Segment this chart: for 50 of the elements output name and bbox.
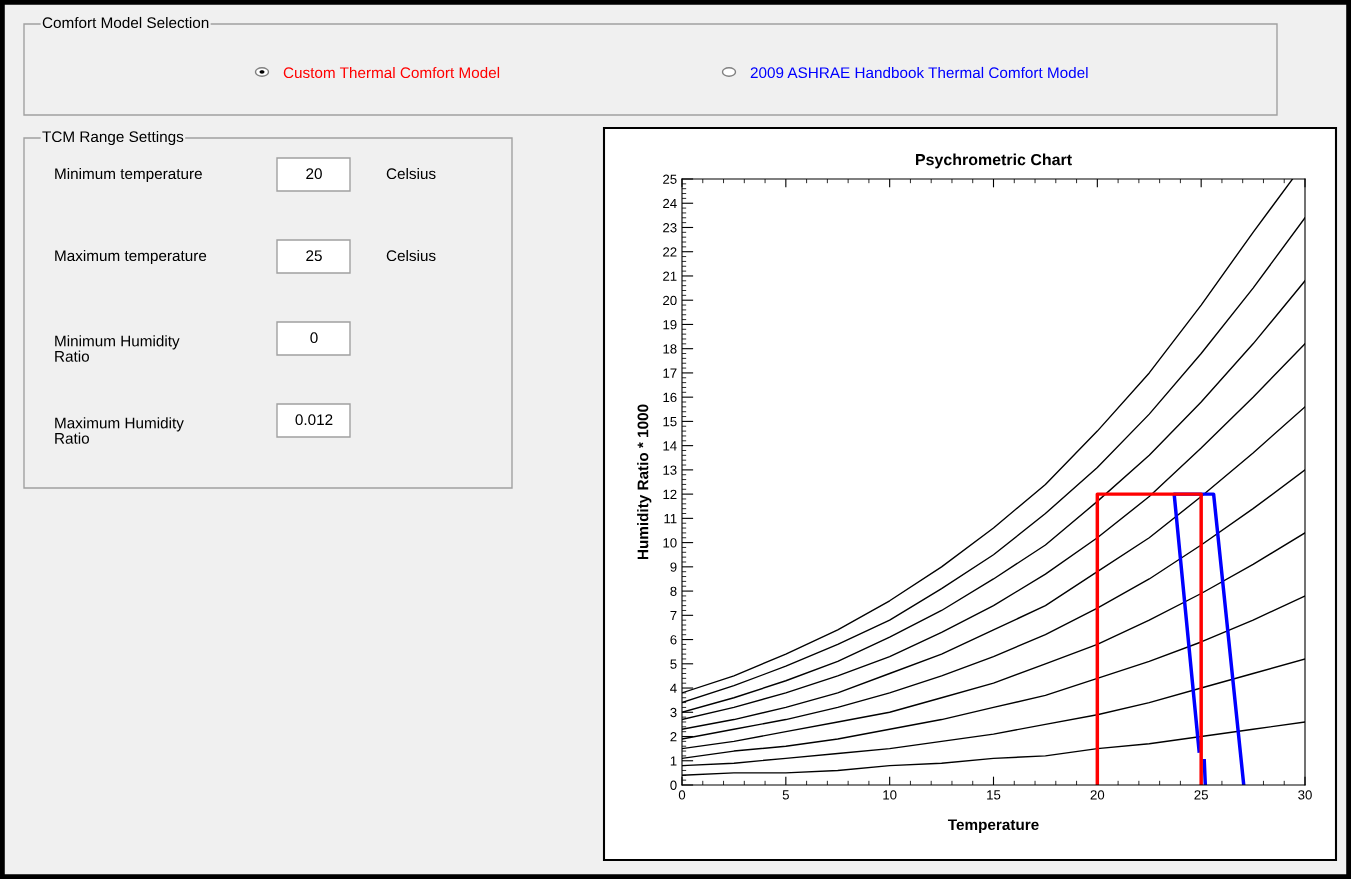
- y-tick-label: 3: [670, 707, 677, 718]
- y-tick-label: 16: [663, 392, 677, 403]
- y-tick-label: 22: [663, 247, 677, 257]
- text: 0.012: [295, 414, 333, 426]
- y-tick-label: 17: [663, 368, 677, 378]
- y-tick-label: 20: [663, 295, 677, 306]
- x-tick-label: 10: [883, 790, 897, 800]
- x-tick-label: 25: [1194, 790, 1208, 800]
- y-tick-label: 21: [663, 271, 677, 281]
- y-tick-label: 15: [663, 417, 677, 427]
- text: Custom Thermal Comfort Model: [283, 66, 500, 79]
- y-tick-label: 5: [670, 659, 677, 669]
- chart-title: Psychrometric Chart: [916, 153, 1072, 169]
- y-tick-label: 14: [663, 441, 677, 451]
- y-tick-label: 2: [670, 732, 677, 742]
- text: Minimum Humidity Ratio: [55, 335, 180, 362]
- y-tick-label: 0: [670, 780, 677, 790]
- y-axis-title: Humidity Ratio * 1000: [637, 404, 652, 560]
- x-tick-label: 15: [987, 790, 1001, 800]
- y-tick-label: 12: [663, 489, 677, 499]
- text: TCM Range Settings: [42, 130, 184, 146]
- y-tick-label: 25: [663, 174, 677, 184]
- y-tick-label: 10: [663, 538, 677, 548]
- y-tick-label: 4: [670, 683, 677, 693]
- y-tick-label: 13: [663, 465, 677, 475]
- text: Celsius: [386, 249, 436, 262]
- text: Celsius: [386, 167, 436, 180]
- text: Maximum Humidity Ratio: [55, 417, 184, 444]
- x-tick-label: 20: [1090, 790, 1105, 800]
- text: 20: [306, 168, 322, 180]
- text: 0: [310, 332, 318, 344]
- text: 2009 ASHRAE Handbook Thermal Comfort Model: [750, 66, 1088, 79]
- y-tick-label: 6: [670, 635, 677, 645]
- y-tick-label: 24: [663, 198, 677, 209]
- text: Comfort Model Selection: [42, 16, 209, 29]
- y-tick-label: 9: [670, 562, 677, 572]
- text: 25: [306, 250, 322, 262]
- y-tick-label: 23: [663, 223, 677, 233]
- x-tick-label: 5: [782, 790, 789, 800]
- x-tick-label: 0: [678, 790, 686, 800]
- y-tick-label: 7: [670, 611, 677, 621]
- x-tick-label: 30: [1298, 790, 1312, 800]
- y-tick-label: 1: [670, 756, 677, 766]
- y-tick-label: 8: [670, 586, 677, 596]
- x-axis-title: Temperature: [947, 819, 1039, 834]
- y-tick-label: 19: [663, 320, 677, 330]
- text: Maximum temperature: [55, 249, 207, 265]
- text: Minimum temperature: [55, 167, 202, 183]
- y-tick-label: 11: [664, 514, 677, 524]
- y-tick-label: 18: [663, 344, 677, 354]
